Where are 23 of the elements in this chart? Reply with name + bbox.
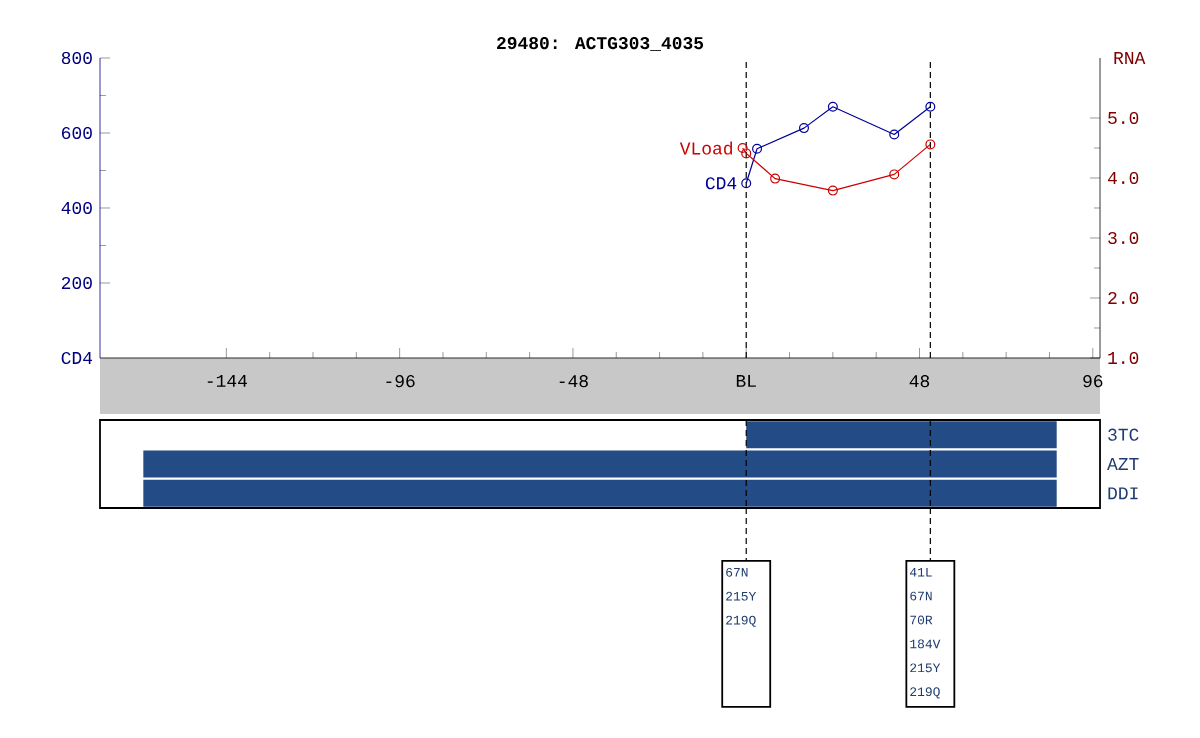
y2-tick-label: 4.0 <box>1107 171 1139 185</box>
y2-tick-label: 2.0 <box>1108 291 1139 305</box>
x-tick-label: BL <box>736 375 756 387</box>
y-tick-label: 800 <box>61 51 92 65</box>
y-axis-title: CD4 <box>61 351 93 365</box>
x-tick-label: -96 <box>386 375 415 388</box>
x-tick-label: 96 <box>1083 375 1103 388</box>
y-tick-label: 200 <box>61 276 92 290</box>
y-tick-label: DDI <box>1108 487 1138 500</box>
y2-tick-label: 3.0 <box>1108 231 1139 245</box>
y2-tick-label: 1.0 <box>1108 351 1139 365</box>
series-label: VLoad <box>679 141 732 155</box>
y-tick-label: 400 <box>61 201 92 215</box>
chart-title: 29480: ACTG303_4035 <box>497 37 704 51</box>
x-tick-label: 48 <box>909 375 930 388</box>
y-tick-label: AZT <box>1107 458 1139 470</box>
x-tick-label: -48 <box>559 375 588 388</box>
y2-axis-title: RNA <box>1114 52 1146 64</box>
series-label: CD4 <box>705 177 737 190</box>
y2-tick-label: 5.0 <box>1108 111 1139 125</box>
y-tick-label: 600 <box>62 126 92 140</box>
x-tick-label: -144 <box>207 375 247 387</box>
y-tick-label: 3TC <box>1108 428 1139 441</box>
